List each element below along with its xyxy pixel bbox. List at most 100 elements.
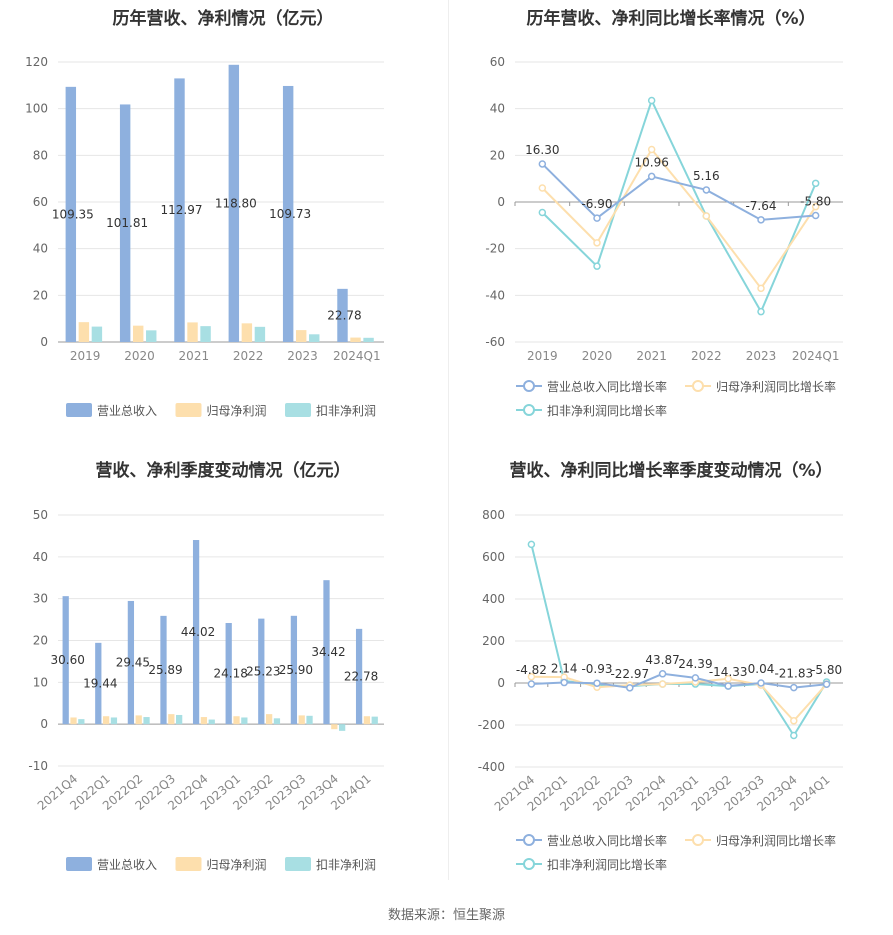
legend-marker bbox=[523, 834, 535, 846]
data-point bbox=[811, 211, 820, 220]
legend-swatch bbox=[175, 403, 202, 417]
legend-label: 扣非净利润同比增长率 bbox=[547, 403, 667, 418]
annual-revenue-profit-chart: 历年营收、净利情况（亿元） 0 20 40 60 80 100 120 2019 2020 202… bbox=[0, 0, 446, 440]
bar-net-profit bbox=[70, 717, 77, 725]
legend-swatch bbox=[66, 403, 92, 417]
legend-label: 归母净利润 bbox=[207, 858, 267, 872]
data-point bbox=[658, 680, 667, 688]
legend-label: 归母净利润同比增长率 bbox=[716, 833, 836, 848]
y-tick-label: -10 bbox=[28, 759, 48, 773]
data-label: 25.23 bbox=[246, 664, 280, 678]
data-label: 24.18 bbox=[214, 667, 248, 681]
y-tick-label: 40 bbox=[33, 242, 48, 256]
data-label: 34.42 bbox=[311, 645, 345, 659]
x-tick-label: 2021 bbox=[179, 349, 210, 363]
data-point bbox=[757, 679, 765, 687]
legend-label: 营业总收入 bbox=[97, 404, 157, 418]
series-line-0 bbox=[541, 163, 816, 221]
data-point bbox=[647, 172, 656, 181]
legend-label: 扣非净利润 bbox=[316, 404, 376, 418]
y-tick-label: 600 bbox=[482, 550, 505, 564]
data-point bbox=[757, 307, 765, 316]
quarterly-revenue-profit-svg: -10010203040502021Q42022Q12022Q22022Q320… bbox=[28, 508, 384, 872]
legend-marker bbox=[692, 380, 704, 392]
y-tick-label: -20 bbox=[485, 242, 505, 256]
bar-deducted-profit bbox=[91, 326, 103, 342]
data-label: 24.39 bbox=[678, 657, 712, 671]
data-label: 16.30 bbox=[525, 143, 559, 157]
x-tick-label: 2022 bbox=[233, 349, 264, 363]
data-label: 112.97 bbox=[160, 203, 202, 217]
legend-label: 扣非净利润 bbox=[316, 858, 376, 872]
bar-net-profit bbox=[135, 715, 142, 725]
annual-revenue-profit-svg: 0 20 40 60 80 100 120 2019 2020 2021 2022 2023 2024Q… bbox=[25, 55, 384, 418]
y-tick-label: 120 bbox=[25, 55, 48, 69]
y-tick-label: 100 bbox=[25, 102, 48, 116]
legend-label: 营业总收入 bbox=[97, 858, 157, 872]
bar-deducted-profit bbox=[110, 717, 118, 725]
bar-deducted-profit bbox=[371, 716, 378, 725]
y-tick-label: 0 bbox=[497, 195, 505, 209]
data-point bbox=[790, 683, 798, 692]
bar-deducted-profit bbox=[254, 326, 266, 342]
data-label: -6.90 bbox=[581, 197, 612, 211]
data-point bbox=[790, 717, 798, 725]
bar-net-profit bbox=[363, 716, 371, 725]
y-tick-label: 40 bbox=[33, 550, 48, 564]
legend-swatch bbox=[285, 857, 311, 871]
legend-label: 归母净利润同比增长率 bbox=[716, 379, 836, 394]
bar-revenue bbox=[160, 615, 167, 725]
data-label: 0.04 bbox=[748, 662, 775, 676]
data-label: 19.44 bbox=[83, 677, 117, 691]
y-tick-label: 60 bbox=[490, 55, 505, 69]
bar-revenue bbox=[119, 104, 131, 343]
data-point bbox=[593, 262, 601, 270]
chart-title: 营收、净利同比增长率季度变动情况（%） bbox=[509, 461, 833, 481]
legend-label: 扣非净利润同比增长率 bbox=[547, 857, 667, 872]
data-point bbox=[702, 212, 711, 220]
bar-deducted-profit bbox=[363, 337, 374, 342]
bar-deducted-profit bbox=[208, 719, 215, 725]
y-tick-label: -200 bbox=[478, 718, 505, 732]
x-tick-label: 2019 bbox=[527, 349, 558, 363]
data-point bbox=[811, 202, 820, 211]
bar-deducted-profit bbox=[200, 326, 211, 342]
x-tick-label: 2023 bbox=[287, 349, 318, 363]
bar-net-profit bbox=[350, 337, 361, 342]
quarterly-growth-chart: 营收、净利同比增长率季度变动情况（%） -400 -200 0 200 400 600 80… bbox=[448, 452, 893, 892]
y-tick-label: 10 bbox=[33, 675, 48, 689]
bar-revenue bbox=[174, 78, 185, 343]
legend-swatch bbox=[175, 857, 202, 871]
data-point bbox=[538, 184, 547, 192]
data-point bbox=[626, 684, 634, 692]
data-label: 22.78 bbox=[344, 670, 378, 684]
data-label: 109.73 bbox=[269, 207, 311, 221]
y-tick-label: 30 bbox=[33, 592, 48, 606]
y-tick-label: 20 bbox=[490, 148, 505, 162]
quarterly-growth-svg: -400-20002004006008002021Q42022Q12022Q22… bbox=[478, 508, 843, 872]
bar-revenue bbox=[225, 623, 232, 725]
data-point bbox=[647, 96, 656, 105]
data-point bbox=[560, 678, 568, 687]
bar-deducted-profit bbox=[241, 717, 248, 725]
bar-net-profit bbox=[295, 330, 307, 342]
data-point bbox=[822, 680, 831, 688]
bar-revenue bbox=[228, 64, 240, 343]
bar-deducted-profit bbox=[176, 714, 183, 725]
y-tick-label: -400 bbox=[478, 760, 505, 774]
data-label: -4.82 bbox=[516, 663, 547, 677]
legend-swatch bbox=[285, 403, 311, 417]
y-tick-label: 800 bbox=[482, 508, 505, 522]
data-point bbox=[538, 208, 547, 217]
data-point bbox=[538, 160, 547, 168]
data-label: 10.96 bbox=[634, 155, 668, 169]
bar-deducted-profit bbox=[339, 724, 346, 731]
x-tick-label: 2024Q1 bbox=[333, 349, 381, 363]
data-point bbox=[702, 186, 711, 194]
series-line-0 bbox=[531, 672, 827, 689]
x-tick-label: 2020 bbox=[582, 349, 613, 363]
bar-net-profit bbox=[168, 714, 175, 725]
y-tick-label: 80 bbox=[33, 148, 48, 162]
bar-revenue bbox=[258, 618, 265, 725]
data-label: 29.45 bbox=[116, 656, 150, 670]
